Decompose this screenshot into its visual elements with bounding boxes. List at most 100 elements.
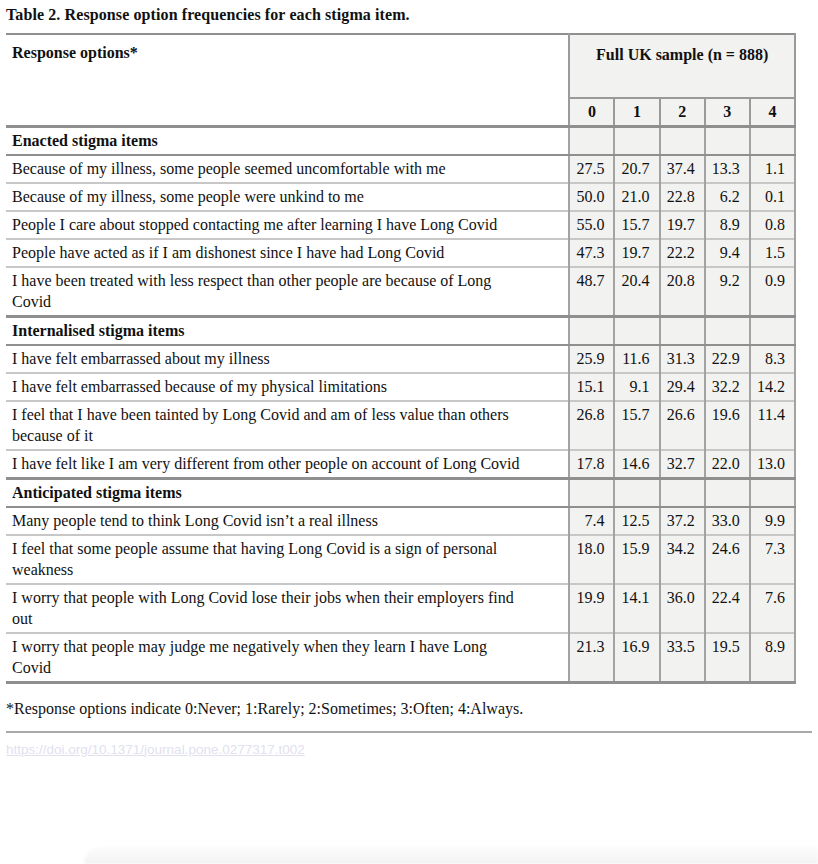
section-header-row: Anticipated stigma items bbox=[6, 478, 795, 507]
frequency-value: 32.7 bbox=[660, 450, 705, 479]
frequency-value: 20.8 bbox=[660, 267, 705, 317]
frequency-value: 36.0 bbox=[660, 584, 705, 633]
table-row: I have felt embarrassed because of my ph… bbox=[6, 373, 795, 401]
frequency-value: 14.1 bbox=[614, 584, 659, 633]
frequency-value: 17.8 bbox=[569, 450, 614, 479]
table-footnote: *Response options indicate 0:Never; 1:Ra… bbox=[6, 700, 818, 718]
frequency-value: 15.1 bbox=[569, 373, 614, 401]
frequency-value: 37.2 bbox=[660, 507, 705, 535]
empty-value-cell bbox=[660, 126, 705, 155]
frequency-value: 0.8 bbox=[750, 211, 795, 239]
frequency-value: 14.2 bbox=[750, 373, 795, 401]
stigma-item-text: I worry that people may judge me negativ… bbox=[6, 633, 569, 683]
table-row: I feel that I have been tainted by Long … bbox=[6, 401, 795, 450]
frequency-value: 12.5 bbox=[614, 507, 659, 535]
empty-value-cell bbox=[660, 478, 705, 507]
stigma-item-text: I feel that I have been tainted by Long … bbox=[6, 401, 569, 450]
frequency-value: 6.2 bbox=[705, 183, 750, 211]
empty-value-cell bbox=[569, 126, 614, 155]
table-body: Enacted stigma itemsBecause of my illnes… bbox=[6, 126, 795, 682]
frequency-value: 7.3 bbox=[750, 535, 795, 584]
response-frequencies-table: Response options* Full UK sample (n = 88… bbox=[6, 33, 796, 684]
stigma-item-text: Because of my illness, some people seeme… bbox=[6, 155, 569, 183]
section-label: Anticipated stigma items bbox=[6, 478, 569, 507]
empty-value-cell bbox=[569, 316, 614, 345]
stigma-item-text: Many people tend to think Long Covid isn… bbox=[6, 507, 569, 535]
empty-value-cell bbox=[705, 126, 750, 155]
frequency-value: 37.4 bbox=[660, 155, 705, 183]
frequency-value: 20.7 bbox=[614, 155, 659, 183]
frequency-value: 22.9 bbox=[705, 345, 750, 373]
frequency-value: 48.7 bbox=[569, 267, 614, 317]
frequency-value: 15.7 bbox=[614, 211, 659, 239]
section-header-row: Internalised stigma items bbox=[6, 316, 795, 345]
frequency-value: 18.0 bbox=[569, 535, 614, 584]
response-options-header: Response options* bbox=[6, 34, 569, 126]
frequency-value: 33.5 bbox=[660, 633, 705, 683]
table-row: People have acted as if I am dishonest s… bbox=[6, 239, 795, 267]
frequency-value: 13.3 bbox=[705, 155, 750, 183]
table-row: I feel that some people assume that havi… bbox=[6, 535, 795, 584]
value-header-0: 0 bbox=[569, 98, 614, 126]
header-row-sample: Response options* Full UK sample (n = 88… bbox=[6, 34, 795, 98]
stigma-item-text: I have felt embarrassed about my illness bbox=[6, 345, 569, 373]
section-label: Enacted stigma items bbox=[6, 126, 569, 155]
frequency-value: 22.4 bbox=[705, 584, 750, 633]
frequency-value: 19.9 bbox=[569, 584, 614, 633]
value-header-4: 4 bbox=[750, 98, 795, 126]
stigma-item-text: I worry that people with Long Covid lose… bbox=[6, 584, 569, 633]
doi-link[interactable]: https://doi.org/10.1371/journal.pone.027… bbox=[6, 742, 305, 757]
frequency-value: 21.3 bbox=[569, 633, 614, 683]
empty-value-cell bbox=[660, 316, 705, 345]
empty-value-cell bbox=[569, 478, 614, 507]
frequency-value: 7.4 bbox=[569, 507, 614, 535]
frequency-value: 15.7 bbox=[614, 401, 659, 450]
table-row: Because of my illness, some people seeme… bbox=[6, 155, 795, 183]
frequency-value: 33.0 bbox=[705, 507, 750, 535]
frequency-value: 19.7 bbox=[614, 239, 659, 267]
frequency-value: 21.0 bbox=[614, 183, 659, 211]
frequency-value: 47.3 bbox=[569, 239, 614, 267]
frequency-value: 26.8 bbox=[569, 401, 614, 450]
stigma-item-text: People I care about stopped contacting m… bbox=[6, 211, 569, 239]
frequency-value: 22.2 bbox=[660, 239, 705, 267]
empty-value-cell bbox=[705, 316, 750, 345]
page-edge-shadow bbox=[84, 845, 818, 864]
frequency-value: 22.0 bbox=[705, 450, 750, 479]
frequency-value: 7.6 bbox=[750, 584, 795, 633]
table-title: Table 2. Response option frequencies for… bbox=[6, 6, 818, 24]
empty-value-cell bbox=[614, 316, 659, 345]
frequency-value: 8.9 bbox=[705, 211, 750, 239]
frequency-value: 26.6 bbox=[660, 401, 705, 450]
stigma-item-text: I have been treated with less respect th… bbox=[6, 267, 569, 317]
frequency-value: 19.5 bbox=[705, 633, 750, 683]
empty-value-cell bbox=[750, 478, 795, 507]
stigma-item-text: I have felt embarrassed because of my ph… bbox=[6, 373, 569, 401]
table-row: Many people tend to think Long Covid isn… bbox=[6, 507, 795, 535]
table-row: People I care about stopped contacting m… bbox=[6, 211, 795, 239]
stigma-item-text: People have acted as if I am dishonest s… bbox=[6, 239, 569, 267]
frequency-value: 13.0 bbox=[750, 450, 795, 479]
frequency-value: 31.3 bbox=[660, 345, 705, 373]
frequency-value: 1.5 bbox=[750, 239, 795, 267]
empty-value-cell bbox=[750, 316, 795, 345]
value-header-1: 1 bbox=[614, 98, 659, 126]
stigma-item-text: Because of my illness, some people were … bbox=[6, 183, 569, 211]
frequency-value: 24.6 bbox=[705, 535, 750, 584]
table-row: I worry that people may judge me negativ… bbox=[6, 633, 795, 683]
sample-header: Full UK sample (n = 888) bbox=[569, 34, 795, 98]
frequency-value: 55.0 bbox=[569, 211, 614, 239]
stigma-item-text: I feel that some people assume that havi… bbox=[6, 535, 569, 584]
frequency-value: 9.4 bbox=[705, 239, 750, 267]
empty-value-cell bbox=[614, 478, 659, 507]
paper-page: Table 2. Response option frequencies for… bbox=[0, 0, 818, 758]
frequency-value: 14.6 bbox=[614, 450, 659, 479]
empty-value-cell bbox=[614, 126, 659, 155]
frequency-value: 25.9 bbox=[569, 345, 614, 373]
frequency-value: 27.5 bbox=[569, 155, 614, 183]
frequency-value: 22.8 bbox=[660, 183, 705, 211]
section-label: Internalised stigma items bbox=[6, 316, 569, 345]
frequency-value: 8.9 bbox=[750, 633, 795, 683]
frequency-value: 8.3 bbox=[750, 345, 795, 373]
table-row: I worry that people with Long Covid lose… bbox=[6, 584, 795, 633]
